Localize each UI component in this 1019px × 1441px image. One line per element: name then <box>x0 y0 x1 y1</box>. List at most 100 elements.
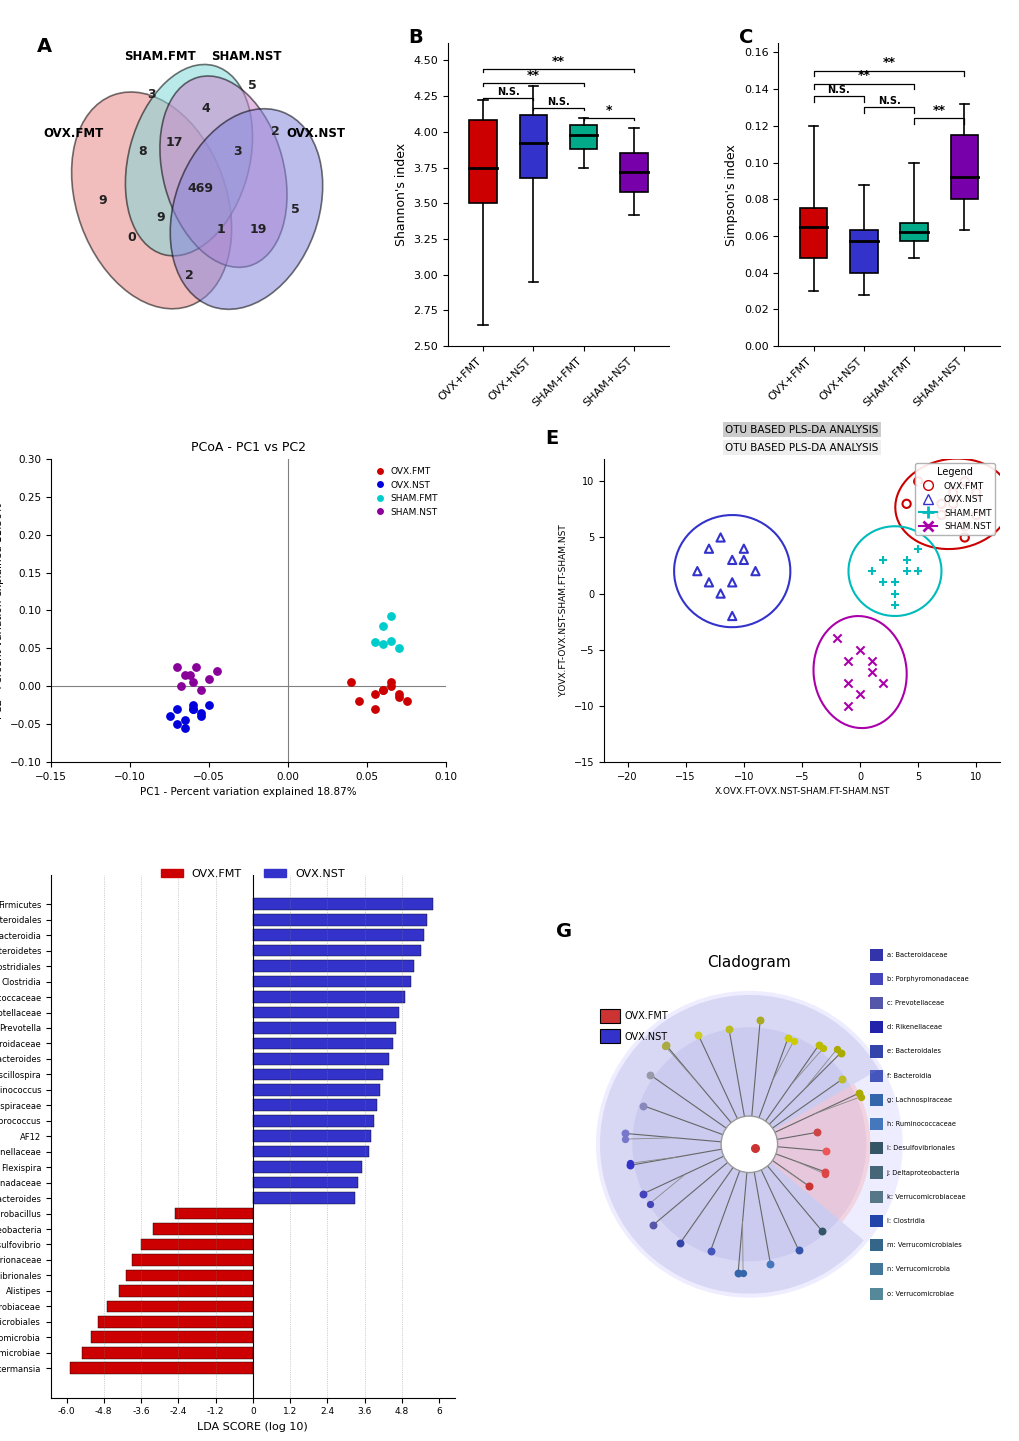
Point <box>850 1082 866 1105</box>
Point <box>720 1017 737 1040</box>
Point <box>886 571 902 594</box>
SHAM.NST <box>177 663 194 686</box>
SHAM.NST <box>193 679 209 702</box>
Point <box>863 660 879 683</box>
Text: OVX.FMT: OVX.FMT <box>624 1012 667 1022</box>
X-axis label: X.OVX.FT-OVX.NST-SHAM.FT-SHAM.NST: X.OVX.FT-OVX.NST-SHAM.FT-SHAM.NST <box>713 787 889 795</box>
OVX.FMT <box>390 682 407 705</box>
Point <box>898 493 914 516</box>
Bar <box>253 1130 371 1143</box>
OVX.NST <box>201 693 217 716</box>
Bar <box>253 929 423 941</box>
Point <box>790 1239 806 1262</box>
Text: N.S.: N.S. <box>496 86 519 97</box>
Point <box>621 1151 637 1174</box>
Point <box>874 672 891 695</box>
OVX.NST <box>161 705 177 728</box>
Text: E: E <box>544 428 557 448</box>
OVX.NST <box>185 693 202 716</box>
Point <box>656 1035 673 1058</box>
Bar <box>253 914 426 925</box>
Point <box>816 1160 833 1183</box>
Text: 19: 19 <box>249 223 266 236</box>
Point <box>832 1042 848 1065</box>
OVX.FMT <box>398 690 415 713</box>
Text: 4: 4 <box>202 102 210 115</box>
Point <box>909 470 925 493</box>
Point <box>810 1033 826 1056</box>
Bar <box>599 1029 620 1043</box>
Point <box>734 1262 750 1285</box>
Point <box>840 695 856 718</box>
Point <box>723 571 740 594</box>
Text: B: B <box>408 27 423 48</box>
SHAM.FMT <box>382 605 398 628</box>
Bar <box>253 1146 369 1157</box>
Text: a: Bacteroidaceae: a: Bacteroidaceae <box>886 951 947 958</box>
Text: SHAM.NST: SHAM.NST <box>211 49 281 62</box>
Text: *: * <box>605 104 611 117</box>
SHAM.NST <box>201 667 217 690</box>
Point <box>944 481 960 504</box>
Point <box>967 481 983 504</box>
Bar <box>869 1143 882 1154</box>
Bar <box>98 1316 253 1327</box>
Text: 3: 3 <box>233 146 242 159</box>
Text: N.S.: N.S. <box>546 97 570 107</box>
Point <box>735 537 751 561</box>
SHAM.NST <box>209 660 225 683</box>
OVX.NST <box>193 705 209 728</box>
Legend: OVX.FMT, OVX.NST, SHAM.FMT, SHAM.NST: OVX.FMT, OVX.NST, SHAM.FMT, SHAM.NST <box>914 464 995 535</box>
Text: SHAM.FMT: SHAM.FMT <box>124 49 196 62</box>
Text: G: G <box>555 922 571 941</box>
Y-axis label: Shannon's index: Shannon's index <box>394 143 408 246</box>
Point <box>711 526 728 549</box>
Text: Cladogram: Cladogram <box>707 954 791 970</box>
Bar <box>253 1192 355 1203</box>
Point <box>932 493 949 516</box>
Point <box>641 1192 657 1215</box>
Point <box>814 1038 830 1061</box>
Point <box>785 1029 801 1052</box>
Ellipse shape <box>170 108 322 310</box>
Point <box>874 549 891 572</box>
Point <box>817 1140 834 1163</box>
Bar <box>131 1254 253 1265</box>
Point <box>833 1068 849 1091</box>
Text: m: Verrucomicrobiales: m: Verrucomicrobiales <box>886 1242 960 1248</box>
Text: 469: 469 <box>187 183 213 196</box>
Bar <box>869 1264 882 1275</box>
Point <box>723 604 740 627</box>
Bar <box>869 1239 882 1251</box>
Bar <box>253 898 432 911</box>
Bar <box>141 1239 253 1251</box>
Text: 5: 5 <box>290 203 300 216</box>
OVX.NST <box>169 697 185 720</box>
Circle shape <box>720 1115 776 1173</box>
Point <box>932 503 949 526</box>
SHAM.NST <box>189 656 205 679</box>
Text: o: Verrucomicrobiae: o: Verrucomicrobiae <box>886 1291 953 1297</box>
Text: i: Desulfovibrionales: i: Desulfovibrionales <box>886 1146 954 1151</box>
Legend: OVX.FMT, OVX.NST, SHAM.FMT, SHAM.NST: OVX.FMT, OVX.NST, SHAM.FMT, SHAM.NST <box>367 464 441 520</box>
Point <box>886 594 902 617</box>
Bar <box>869 1022 882 1033</box>
Point <box>689 1023 705 1046</box>
Text: e: Bacteroidales: e: Bacteroidales <box>886 1049 940 1055</box>
Point <box>641 1063 657 1087</box>
X-axis label: LDA SCORE (log 10): LDA SCORE (log 10) <box>198 1422 308 1432</box>
Point <box>944 493 960 516</box>
Point <box>615 1123 632 1146</box>
SHAM.NST <box>181 663 198 686</box>
Point <box>657 1033 674 1056</box>
Point <box>909 537 925 561</box>
Bar <box>82 1347 253 1359</box>
Point <box>851 638 867 661</box>
OVX.FMT <box>382 674 398 697</box>
Bar <box>869 1288 882 1300</box>
Point <box>645 1213 661 1236</box>
Point <box>635 1182 651 1205</box>
Point <box>711 582 728 605</box>
Text: C: C <box>738 27 752 48</box>
Point <box>956 526 972 549</box>
